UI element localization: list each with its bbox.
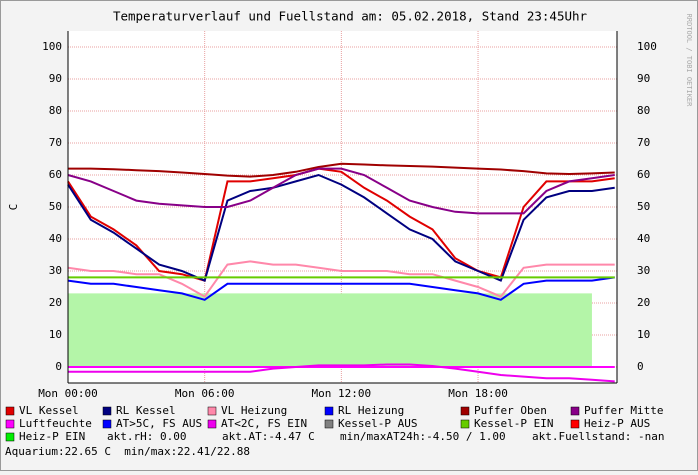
legend-swatch	[570, 419, 580, 429]
series-line	[68, 363, 615, 383]
series-line	[67, 260, 615, 298]
y2-tick-label: 100	[637, 40, 657, 53]
legend-swatch	[207, 419, 217, 429]
footer-text: akt.rH: 0.00	[107, 430, 186, 443]
legend-label: Kessel-P EIN	[474, 417, 553, 430]
legend-swatch	[324, 419, 334, 429]
legend-label: RL Heizung	[338, 404, 404, 417]
x-tick-label: Mon 00:00	[38, 387, 98, 400]
legend-label: Puffer Mitte	[584, 404, 663, 417]
side-note: RRDTOOL / TOBI OETIKER	[685, 14, 693, 108]
chart-title: Temperaturverlauf und Fuellstand am: 05.…	[113, 9, 588, 24]
legend-swatch	[460, 406, 470, 416]
legend-label: RL Kessel	[116, 404, 176, 417]
x-tick-label: Mon 06:00	[175, 387, 235, 400]
legend-label: Heiz-P AUS	[584, 417, 650, 430]
y-tick-label: 70	[49, 136, 62, 149]
series-line	[68, 162, 615, 178]
legend-swatch	[207, 406, 217, 416]
legend-swatch	[570, 406, 580, 416]
footer-text: akt.AT:-4.47 C	[222, 430, 315, 443]
y2-tick-label: 80	[637, 104, 650, 117]
y2-tick-label: 40	[637, 232, 650, 245]
y-tick-label: 60	[49, 168, 62, 181]
legend-swatch	[5, 432, 15, 442]
legend-swatch	[460, 419, 470, 429]
y2-tick-label: 50	[637, 200, 650, 213]
legend-label: VL Heizung	[221, 404, 287, 417]
area	[68, 293, 592, 367]
y-tick-label: 80	[49, 104, 62, 117]
y-tick-label: 40	[49, 232, 62, 245]
y-tick-label: 0	[55, 360, 62, 373]
footer-text: min/maxAT24h:-4.50 / 1.00	[340, 430, 506, 443]
legend-label: Heiz-P EIN	[19, 430, 85, 443]
y-tick-label: 30	[49, 264, 62, 277]
y-tick-label: 100	[42, 40, 62, 53]
legend-swatch	[324, 406, 334, 416]
legend-label: Puffer Oben	[474, 404, 547, 417]
legend-label: VL Kessel	[19, 404, 79, 417]
legend-swatch	[5, 406, 15, 416]
legend-label: AT>5C, FS AUS	[116, 417, 202, 430]
x-tick-label: Mon 12:00	[312, 387, 372, 400]
y-tick-label: 20	[49, 296, 62, 309]
legend-swatch	[102, 419, 112, 429]
y-tick-label: 50	[49, 200, 62, 213]
y-tick-label: 10	[49, 328, 62, 341]
legend-label: Kessel-P AUS	[338, 417, 417, 430]
x-tick-label: Mon 18:00	[448, 387, 508, 400]
y2-tick-label: 90	[637, 72, 650, 85]
footer-text: Aquarium:22.65 C min/max:22.41/22.88	[5, 445, 250, 458]
y-tick-label: 90	[49, 72, 62, 85]
y2-tick-label: 70	[637, 136, 650, 149]
y2-tick-label: 60	[637, 168, 650, 181]
series-line	[67, 167, 615, 215]
series-line	[67, 167, 615, 282]
y-axis-label: C	[7, 204, 20, 211]
legend-swatch	[5, 419, 15, 429]
series-line	[67, 276, 615, 301]
y2-tick-label: 10	[637, 328, 650, 341]
y2-tick-label: 20	[637, 296, 650, 309]
y2-tick-label: 30	[637, 264, 650, 277]
legend-label: Luftfeuchte	[19, 417, 92, 430]
legend-swatch	[102, 406, 112, 416]
footer-text: akt.Fuellstand: -nan	[532, 430, 664, 443]
y2-tick-label: 0	[637, 360, 644, 373]
legend-label: AT<2C, FS EIN	[221, 417, 307, 430]
series-line	[67, 173, 615, 282]
